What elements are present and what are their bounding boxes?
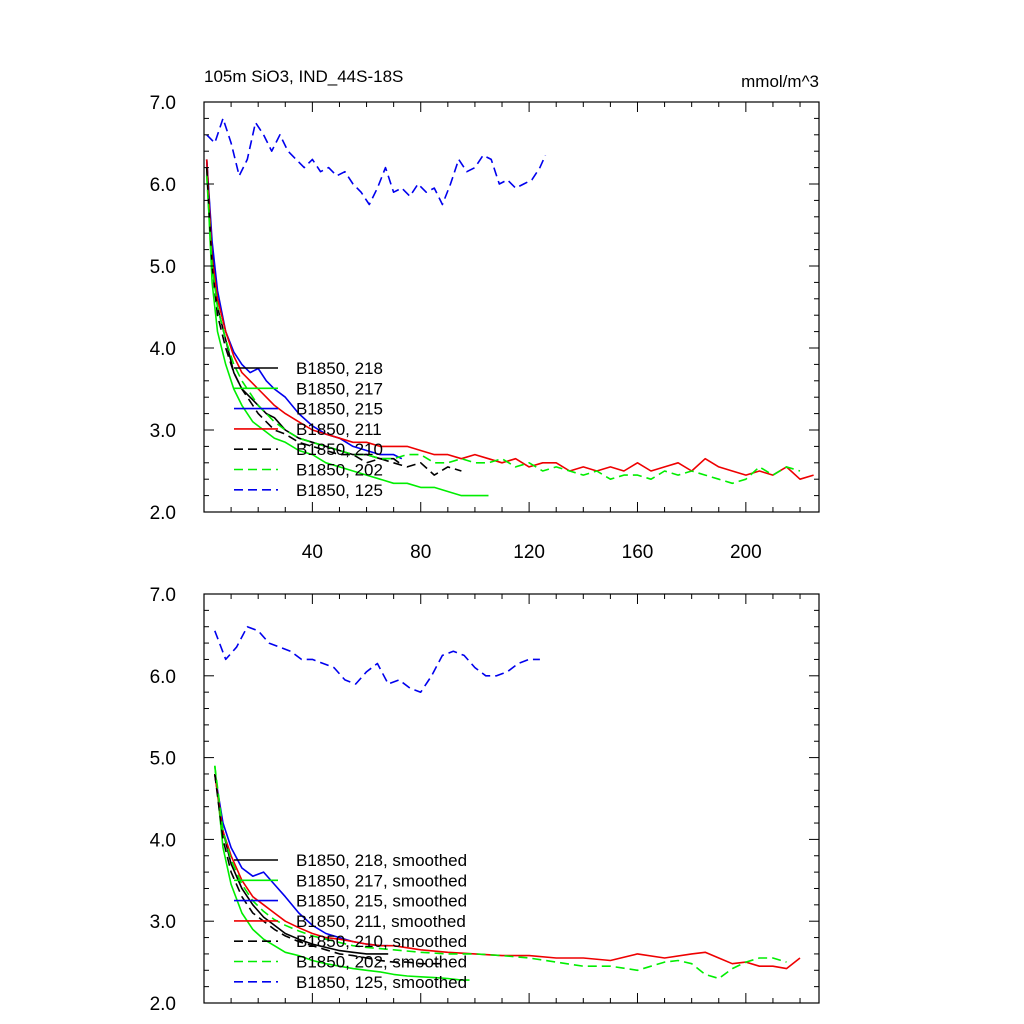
legend-label: B1850, 211 <box>296 420 382 439</box>
plot-frame <box>203 593 820 1004</box>
y-tick-label: 3.0 <box>150 421 176 442</box>
series-line-5 <box>205 175 801 485</box>
legend-label: B1850, 125, smoothed <box>296 973 467 992</box>
y-tick-label: 6.0 <box>150 667 176 688</box>
series-line-3 <box>214 773 801 970</box>
y-tick-label: 5.0 <box>150 257 176 278</box>
series-line-6 <box>214 625 540 694</box>
y-tick-label: 6.0 <box>150 175 176 196</box>
legend-label: B1850, 202 <box>296 461 383 480</box>
x-tick-label: 200 <box>730 542 762 563</box>
y-tick-label: 4.0 <box>150 339 176 360</box>
x-tick-label: 40 <box>302 542 323 563</box>
legend-label: B1850, 218 <box>296 359 383 378</box>
y-tick-label: 2.0 <box>150 994 176 1015</box>
units-label: mmol/m^3 <box>741 72 819 91</box>
series-line-6 <box>206 117 547 206</box>
y-tick-label: 4.0 <box>150 830 176 851</box>
y-tick-label: 7.0 <box>150 93 176 114</box>
legend-label: B1850, 215 <box>296 400 383 419</box>
plot-title: 105m SiO3, IND_44S-18S <box>204 67 403 86</box>
legend-label: B1850, 217 <box>296 379 383 398</box>
legend-label: B1850, 210 <box>296 440 383 459</box>
y-tick-label: 2.0 <box>150 503 176 524</box>
legend-label: B1850, 210, smoothed <box>296 932 467 951</box>
top-panel: 2.0 3.0 4.0 5.0 6.0 7.0 40 80 120 160 200 B1850, 21… <box>150 93 820 563</box>
x-tick-label: 120 <box>513 542 545 563</box>
series-line-0 <box>214 773 389 955</box>
series-line-3 <box>205 159 814 481</box>
series-line-5 <box>214 765 787 980</box>
y-tick-label: 5.0 <box>150 749 176 770</box>
legend-label: B1850, 125 <box>296 481 383 500</box>
x-tick-label: 160 <box>622 542 654 563</box>
legend-label: B1850, 215, smoothed <box>296 892 467 911</box>
y-tick-label: 7.0 <box>150 585 176 606</box>
series-line-4 <box>214 773 443 965</box>
legend-label: B1850, 202, smoothed <box>296 953 467 972</box>
legend-label: B1850, 218, smoothed <box>296 851 467 870</box>
legend-label: B1850, 211, smoothed <box>296 912 466 931</box>
series-line-4 <box>205 167 462 476</box>
x-tick-label: 80 <box>410 542 431 563</box>
legend-label: B1850, 217, smoothed <box>296 871 467 890</box>
plot-frame <box>203 101 820 513</box>
series-line-1 <box>205 167 489 497</box>
y-tick-label: 3.0 <box>150 912 176 933</box>
